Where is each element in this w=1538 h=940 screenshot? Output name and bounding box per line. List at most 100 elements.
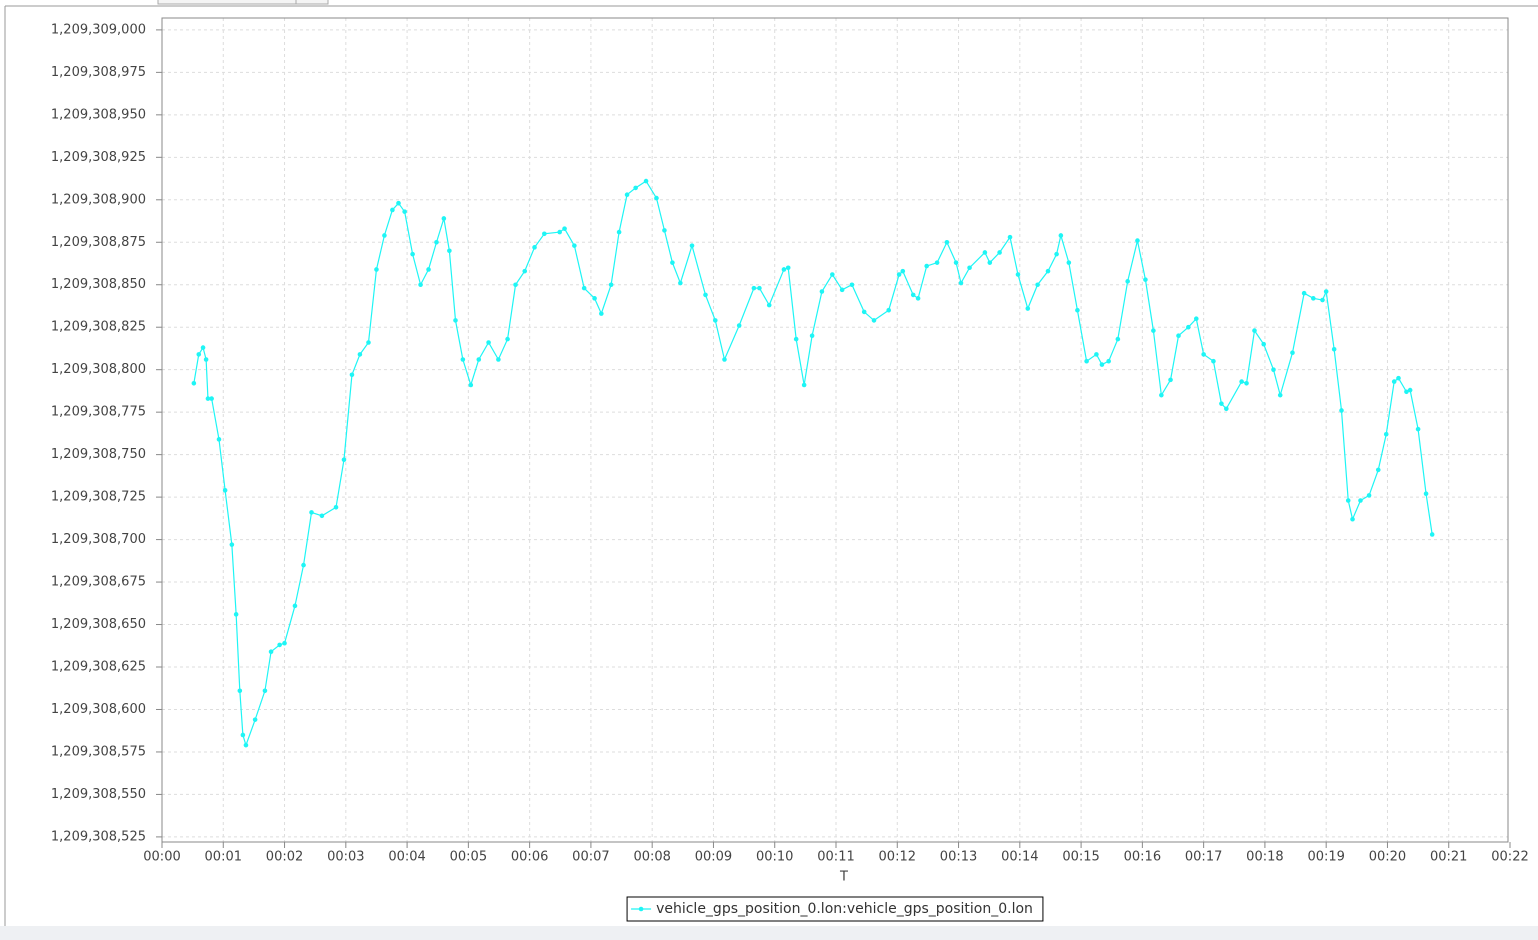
- data-point: [722, 357, 727, 362]
- x-tick-label: 00:13: [940, 850, 977, 865]
- data-point: [410, 251, 415, 257]
- data-point: [1290, 350, 1295, 355]
- data-point: [505, 336, 510, 342]
- y-tick-label: 1,209,308,900: [51, 192, 146, 207]
- data-point: [292, 603, 298, 609]
- data-point: [1339, 408, 1344, 413]
- data-point: [712, 318, 718, 323]
- data-point: [229, 542, 235, 547]
- data-point: [1075, 307, 1080, 313]
- data-point: [839, 287, 845, 293]
- y-tick-label: 1,209,308,550: [51, 787, 146, 802]
- data-point: [819, 289, 825, 294]
- data-point: [447, 248, 452, 254]
- data-point: [766, 302, 772, 308]
- y-tick-label: 1,209,308,975: [51, 65, 146, 80]
- data-point: [1035, 282, 1040, 288]
- data-point: [402, 209, 407, 214]
- data-point: [958, 280, 964, 286]
- data-point: [542, 231, 547, 237]
- x-tick-label: 00:00: [143, 850, 180, 865]
- legend-label: vehicle_gps_position_0.lon:vehicle_gps_p…: [656, 901, 1033, 917]
- data-point: [987, 260, 993, 265]
- x-tick-label: 00:19: [1307, 850, 1344, 865]
- x-tick-label: 00:06: [511, 850, 548, 865]
- data-point: [781, 267, 787, 272]
- data-point: [1239, 379, 1244, 384]
- data-point: [1375, 467, 1381, 473]
- x-tick-label: 00:02: [266, 850, 303, 865]
- data-point: [382, 233, 387, 238]
- data-point: [1277, 392, 1283, 398]
- data-point: [1045, 268, 1051, 274]
- data-point: [453, 318, 458, 323]
- data-point: [1331, 346, 1337, 352]
- y-tick-label: 1,209,309,000: [51, 22, 146, 37]
- data-point: [1094, 352, 1099, 357]
- data-point: [562, 226, 567, 231]
- data-point: [608, 282, 614, 288]
- data-point: [1058, 233, 1064, 238]
- data-point: [1404, 389, 1409, 395]
- data-point: [319, 513, 325, 519]
- data-point: [643, 178, 649, 184]
- data-point: [1025, 306, 1031, 311]
- data-point: [861, 309, 867, 315]
- data-point: [633, 185, 638, 191]
- data-point: [333, 505, 339, 510]
- data-point: [1099, 362, 1105, 367]
- data-point: [900, 268, 906, 274]
- data-point: [654, 195, 659, 201]
- data-point: [262, 688, 268, 694]
- data-point: [1323, 289, 1329, 294]
- data-point: [1261, 341, 1266, 347]
- data-point: [222, 488, 228, 493]
- toolbar-widget: [157, 0, 329, 5]
- data-point: [496, 357, 501, 362]
- data-point: [252, 717, 258, 722]
- data-point: [757, 285, 762, 291]
- data-point: [1143, 277, 1148, 282]
- data-point: [1193, 316, 1199, 322]
- data-point: [203, 357, 209, 362]
- x-tick-label: 00:04: [388, 850, 425, 865]
- data-point: [1311, 296, 1316, 301]
- x-tick-label: 00:12: [879, 850, 916, 865]
- data-point: [616, 229, 622, 235]
- x-tick-label: 00:21: [1430, 850, 1467, 865]
- data-point: [1301, 290, 1307, 296]
- data-point: [581, 285, 587, 291]
- data-point: [1244, 380, 1249, 386]
- data-point: [209, 396, 214, 401]
- data-point: [522, 268, 528, 274]
- data-point: [871, 318, 877, 323]
- data-point: [396, 200, 401, 206]
- data-point: [967, 265, 972, 271]
- data-point: [793, 336, 799, 342]
- y-tick-label: 1,209,308,800: [51, 362, 146, 377]
- data-point: [240, 732, 246, 738]
- data-point: [1224, 406, 1229, 412]
- y-tick-label: 1,209,308,600: [51, 702, 146, 717]
- data-point: [513, 282, 518, 288]
- data-point: [1015, 272, 1021, 277]
- plot: [191, 178, 1435, 748]
- data-point: [1396, 375, 1401, 381]
- data-point: [809, 333, 815, 339]
- data-point: [1423, 491, 1429, 497]
- data-point: [1391, 379, 1397, 384]
- data-point: [1125, 279, 1130, 284]
- data-point: [434, 239, 439, 245]
- y-tick-label: 1,209,308,575: [51, 744, 146, 759]
- data-point: [592, 296, 597, 301]
- data-point: [1350, 516, 1355, 522]
- data-point: [1271, 367, 1276, 372]
- data-point: [785, 265, 791, 271]
- data-point: [1320, 297, 1325, 303]
- data-point: [624, 192, 630, 197]
- data-point: [1159, 392, 1164, 398]
- data-point: [896, 272, 902, 277]
- data-point: [830, 272, 835, 277]
